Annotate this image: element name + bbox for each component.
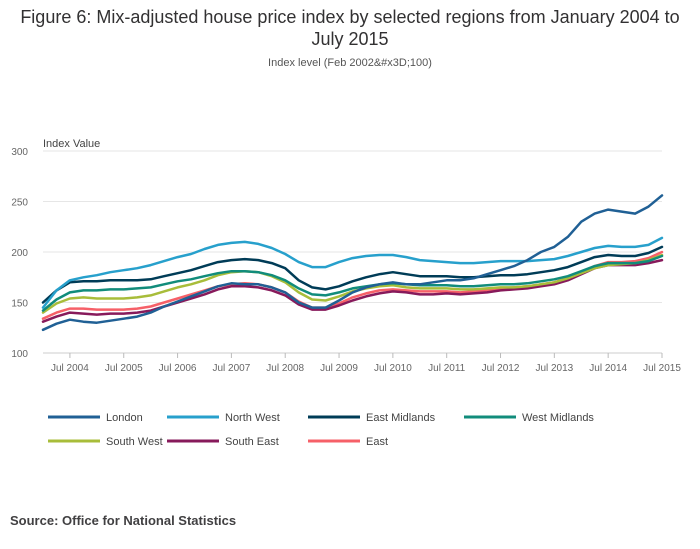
x-tick-label: Jul 2007: [212, 363, 250, 374]
source-note: Source: Office for National Statistics: [10, 513, 237, 528]
legend[interactable]: London North West East Midlands West Midlan…: [48, 412, 594, 448]
legend-label: West Midlands: [522, 412, 594, 424]
legend-item-west-midlands[interactable]: West Midlands: [464, 412, 594, 424]
grid-lines: [43, 150, 662, 354]
series-line-london: [41, 194, 664, 332]
legend-item-east[interactable]: East: [308, 436, 388, 448]
series-line-south-east: [41, 258, 664, 323]
legend-label: London: [106, 412, 143, 424]
legend-item-south-east[interactable]: South East: [167, 436, 279, 448]
series-lines: [41, 194, 664, 332]
legend-item-south-west[interactable]: South West: [48, 436, 163, 448]
y-tick-label: 150: [11, 299, 28, 310]
x-tick-label: Jul 2009: [320, 363, 358, 374]
y-axis-ticks: 100 150 200 250 300: [11, 147, 28, 360]
x-tick-label: Jul 2011: [428, 363, 466, 374]
y-tick-label: 250: [11, 198, 28, 209]
series-line-north-west: [41, 236, 664, 309]
legend-label: South West: [106, 436, 163, 448]
series-line-west-midlands: [41, 254, 664, 312]
x-tick-label: Jul 2006: [159, 363, 197, 374]
legend-label: East: [366, 436, 388, 448]
y-tick-label: 300: [11, 147, 28, 158]
x-tick-label: Jul 2013: [535, 363, 573, 374]
x-tick-label: Jul 2014: [589, 363, 627, 374]
series-line-east-midlands: [41, 245, 664, 304]
x-tick-label: Jul 2012: [482, 363, 520, 374]
chart-subtitle: Index level (Feb 2002&#x3D;100): [268, 57, 432, 69]
y-tick-label: 100: [11, 349, 28, 360]
x-tick-label: Jul 2004: [51, 363, 89, 374]
x-tick-label: Jul 2005: [105, 363, 143, 374]
x-tick-label: Jul 2010: [374, 363, 412, 374]
legend-item-london[interactable]: London: [48, 412, 143, 424]
x-tick-label: Jul 2008: [266, 363, 304, 374]
legend-item-north-west[interactable]: North West: [167, 412, 280, 424]
series-line-south-west: [41, 253, 664, 314]
legend-label: North West: [225, 412, 280, 424]
series-line-east: [41, 250, 664, 320]
x-axis-ticks: Jul 2004 Jul 2005 Jul 2006 Jul 2007 Jul 2008…: [43, 352, 681, 374]
legend-label: East Midlands: [366, 412, 436, 424]
legend-item-east-midlands[interactable]: East Midlands: [308, 412, 436, 424]
legend-label: South East: [225, 436, 279, 448]
y-axis-label: Index Value: [43, 138, 100, 150]
chart-title: Figure 6: Mix-adjusted house price index…: [20, 7, 680, 49]
x-tick-label: Jul 2015: [643, 363, 681, 374]
y-tick-label: 200: [11, 248, 28, 259]
